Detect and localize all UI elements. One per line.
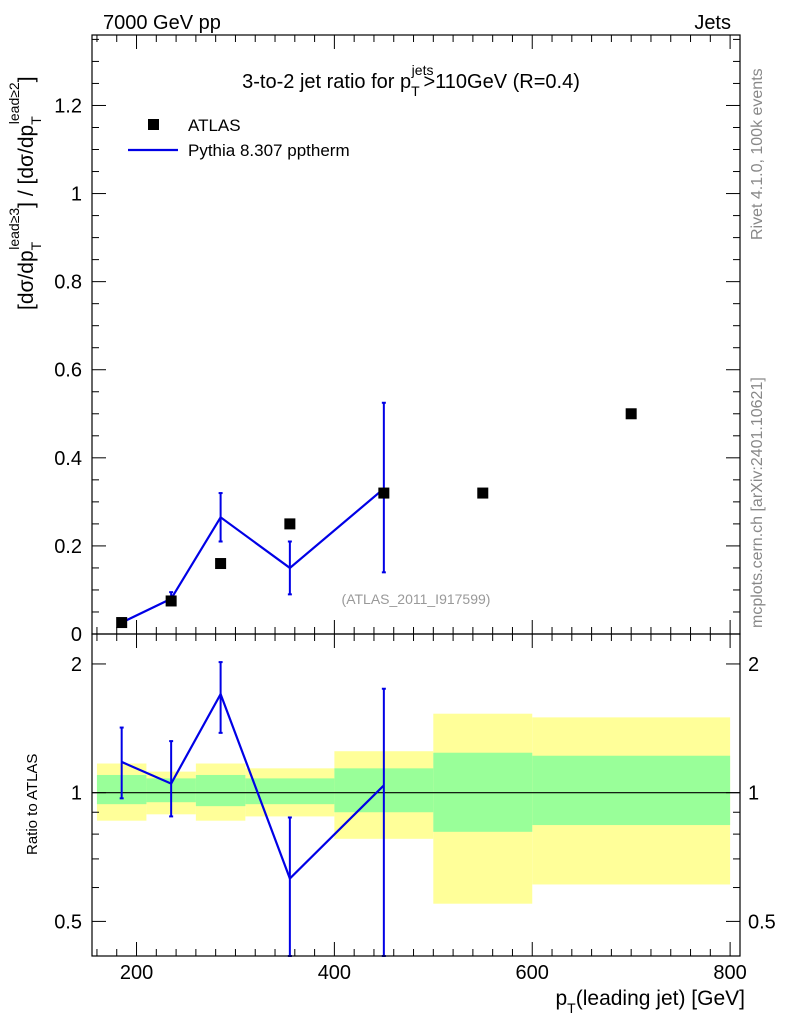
- main-y-tick-label: 0.4: [54, 448, 82, 470]
- x-tick-label: 400: [318, 962, 351, 984]
- ratio-plot-frame: [91, 633, 741, 957]
- main-y-tick-label: 0.8: [54, 272, 82, 294]
- energy-label: 7000 GeV pp: [103, 12, 221, 34]
- ratio-y-axis-label: Ratio to ATLAS: [24, 754, 41, 855]
- x-axis-label: pT(leading jet) [GeV]: [555, 987, 745, 1016]
- atlas-data-point: [625, 408, 637, 420]
- process-label: Jets: [694, 12, 731, 34]
- main-y-tick-label: 0.6: [54, 360, 82, 382]
- atlas-data-point: [116, 617, 128, 629]
- ratio-y-tick-label-right: 2: [748, 654, 759, 676]
- x-tick-label: 800: [713, 962, 746, 984]
- ratio-y-tick-label: 1: [71, 783, 82, 805]
- uncertainty-band-inner: [245, 778, 335, 805]
- atlas-data-point: [215, 558, 227, 570]
- ratio-y-tick-label: 0.5: [54, 911, 82, 933]
- main-y-tick-label: 1.2: [54, 95, 82, 117]
- main-y-tick-label: 0: [71, 624, 82, 646]
- main-plot: 0 0.2 0.4 0.6 0.8 1 1.2 3-to-2 jet ratio for p…: [6, 34, 741, 646]
- atlas-data-point: [378, 487, 390, 499]
- legend-data-label: ATLAS: [188, 116, 241, 135]
- ratio-y-tick-label-right: 0.5: [748, 911, 776, 933]
- main-y-tick-label: 0.2: [54, 536, 82, 558]
- plot-title: 3-to-2 jet ratio for pTjets >110GeV (R=0.…: [242, 62, 580, 99]
- ratio-y-tick-label-right: 1: [748, 783, 759, 805]
- main-y-tick-label: 1: [71, 184, 82, 206]
- x-tick-label: 600: [516, 962, 549, 984]
- rivet-info: Rivet 4.1.0, 100k events: [749, 68, 766, 240]
- ratio-plot: 0.5 0.5 1 1 2 2 200 400 600 800 Ratio to ATLAS pT…: [24, 633, 776, 1016]
- analysis-reference: (ATLAS_2011_I917599): [342, 591, 491, 607]
- ratio-y-tick-label: 2: [71, 654, 82, 676]
- legend-data-marker: [148, 119, 159, 130]
- x-tick-label: 200: [120, 962, 153, 984]
- uncertainty-band-inner: [532, 755, 731, 826]
- main-y-axis-label: [dσ/dpTlead≥3] / [dσ/dpTlead≥2]: [6, 76, 44, 310]
- atlas-data-point: [165, 595, 177, 607]
- atlas-data-point: [284, 518, 296, 530]
- legend-mc-label: Pythia 8.307 pptherm: [188, 141, 350, 160]
- mcplots-info: mcplots.cern.ch [arXiv:2401.10621]: [749, 377, 766, 628]
- atlas-data-point: [477, 487, 489, 499]
- uncertainty-band-inner: [195, 774, 246, 807]
